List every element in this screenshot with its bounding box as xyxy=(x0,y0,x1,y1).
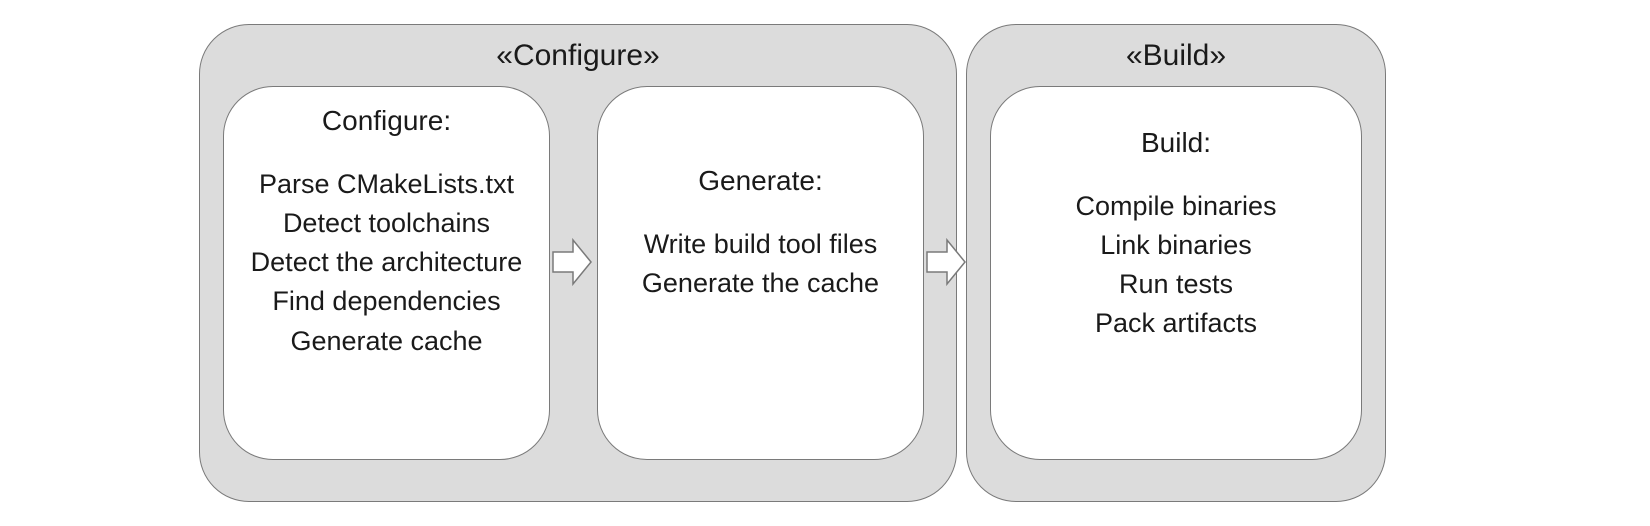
configure-line-4: Generate cache xyxy=(224,322,549,361)
build-box: Build: Compile binaries Link binaries Ru… xyxy=(990,86,1362,460)
configure-line-1: Detect toolchains xyxy=(224,204,549,243)
configure-box: Configure: Parse CMakeLists.txt Detect t… xyxy=(223,86,550,460)
arrow-icon xyxy=(925,238,967,286)
build-line-3: Pack artifacts xyxy=(991,304,1361,343)
configure-box-title: Configure: xyxy=(224,105,549,137)
build-line-2: Run tests xyxy=(991,265,1361,304)
build-line-0: Compile binaries xyxy=(991,187,1361,226)
configure-container-title: «Configure» xyxy=(200,25,956,81)
build-container-title: «Build» xyxy=(967,25,1385,81)
build-line-1: Link binaries xyxy=(991,226,1361,265)
configure-line-2: Detect the architecture xyxy=(224,243,549,282)
generate-box-title: Generate: xyxy=(598,165,923,197)
build-box-title: Build: xyxy=(991,127,1361,159)
generate-line-1: Generate the cache xyxy=(598,264,923,303)
generate-line-0: Write build tool files xyxy=(598,225,923,264)
generate-box: Generate: Write build tool files Generat… xyxy=(597,86,924,460)
configure-line-3: Find dependencies xyxy=(224,282,549,321)
arrow-icon xyxy=(551,238,593,286)
configure-line-0: Parse CMakeLists.txt xyxy=(224,165,549,204)
